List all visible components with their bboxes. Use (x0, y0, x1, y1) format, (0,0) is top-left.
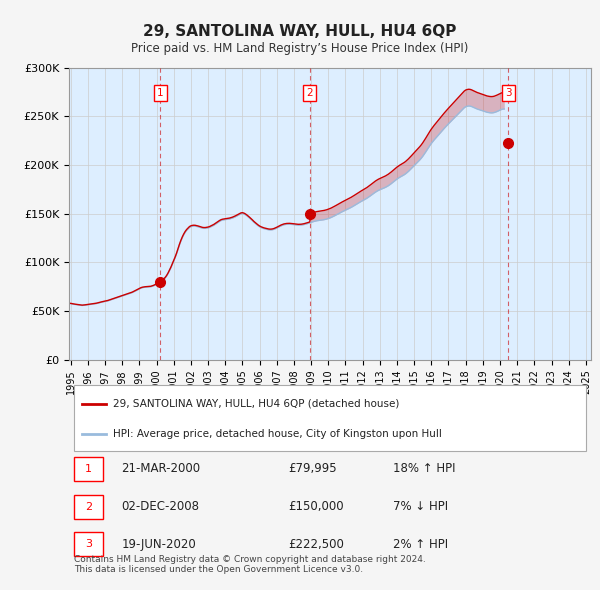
Text: 1: 1 (157, 88, 163, 98)
Text: £150,000: £150,000 (288, 500, 344, 513)
Text: 19-JUN-2020: 19-JUN-2020 (121, 538, 196, 551)
Text: HPI: Average price, detached house, City of Kingston upon Hull: HPI: Average price, detached house, City… (113, 430, 442, 440)
Text: 1: 1 (85, 464, 92, 474)
Text: 7% ↓ HPI: 7% ↓ HPI (392, 500, 448, 513)
Text: £222,500: £222,500 (288, 538, 344, 551)
Text: 21-MAR-2000: 21-MAR-2000 (121, 463, 200, 476)
Text: Contains HM Land Registry data © Crown copyright and database right 2024.
This d: Contains HM Land Registry data © Crown c… (74, 555, 426, 574)
Text: 02-DEC-2008: 02-DEC-2008 (121, 500, 199, 513)
Text: 2: 2 (307, 88, 313, 98)
Text: 29, SANTOLINA WAY, HULL, HU4 6QP: 29, SANTOLINA WAY, HULL, HU4 6QP (143, 24, 457, 38)
Text: 2: 2 (85, 502, 92, 512)
FancyBboxPatch shape (74, 532, 103, 556)
Text: £79,995: £79,995 (288, 463, 337, 476)
Text: 2% ↑ HPI: 2% ↑ HPI (392, 538, 448, 551)
FancyBboxPatch shape (74, 457, 103, 481)
FancyBboxPatch shape (74, 494, 103, 519)
FancyBboxPatch shape (74, 385, 586, 451)
Text: 3: 3 (505, 88, 511, 98)
Text: 3: 3 (85, 539, 92, 549)
Text: 18% ↑ HPI: 18% ↑ HPI (392, 463, 455, 476)
Text: Price paid vs. HM Land Registry’s House Price Index (HPI): Price paid vs. HM Land Registry’s House … (131, 42, 469, 55)
Text: 29, SANTOLINA WAY, HULL, HU4 6QP (detached house): 29, SANTOLINA WAY, HULL, HU4 6QP (detach… (113, 399, 400, 409)
